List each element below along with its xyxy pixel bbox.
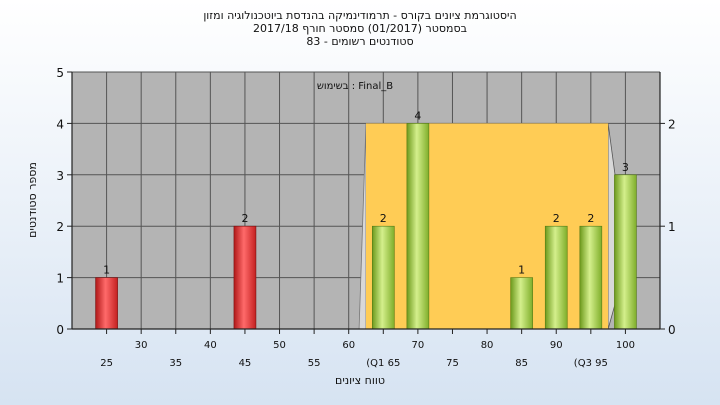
x-tick-label: 35 [169,358,182,369]
x-tick-label: 70 [412,340,425,351]
bar-70 [406,123,430,330]
x-tick-label: (Q3 95 [574,358,608,369]
chart-subtitle-registered: 83 - סטודנטים רשומים [306,35,414,48]
x-tick-label: 50 [273,340,286,351]
x-tick-label: 45 [239,358,252,369]
x-tick-label: 75 [446,358,459,369]
bar-value-label: 1 [518,264,525,277]
bar-95 [579,225,603,330]
bar-value-label: 2 [587,212,594,225]
x-tick-label: 40 [204,340,217,351]
x-tick-label: 55 [308,358,321,369]
x-tick-label: 80 [481,340,494,351]
bar-value-label: 2 [241,212,248,225]
y-tick-label: 0 [56,323,64,337]
y2-tick-label: 2 [668,117,676,131]
y2-tick-label: 1 [668,220,676,234]
chart-title: היסטוגרמת ציונים בקורס - תרמודינמיקה בהנ… [203,9,517,22]
box-body [366,123,609,330]
bar-value-label: 2 [380,212,387,225]
bar-value-label: 4 [414,109,421,122]
x-axis-label: טווח ציונים [335,374,385,387]
y-tick-label: 2 [56,220,64,234]
y-tick-label: 1 [56,272,64,286]
chart-subtitle-semester: בסמסטר (01/2017) סמסטר חורף 2017/18 [253,22,467,35]
bar-value-label: 3 [622,161,629,174]
bar-100 [614,174,637,330]
bar-value-label: 2 [553,212,560,225]
bar-25 [95,277,118,330]
bar-45 [233,225,257,330]
y-tick-label: 5 [56,66,64,80]
y-tick-label: 4 [56,117,64,131]
bar-series: 1 2 2 4 1 2 2 3 [95,109,637,330]
x-tick-label: 90 [550,340,563,351]
bar-65 [371,225,395,330]
x-tick-label: 25 [100,358,113,369]
x-tick-label: 85 [515,358,528,369]
y2-tick-label: 0 [668,323,676,337]
y-tick-label: 3 [56,169,64,183]
annotation-label: בשימוש : Final_B [317,81,393,92]
bar-85 [510,277,533,330]
x-tick-label: (Q1 65 [366,358,400,369]
y-axis-label: מספר סטודנטים [26,162,39,238]
bar-value-label: 1 [103,264,110,277]
x-tick-label: 30 [135,340,148,351]
x-tick-label: 100 [616,340,635,351]
x-tick-label: 60 [342,340,355,351]
bar-90 [544,225,568,330]
